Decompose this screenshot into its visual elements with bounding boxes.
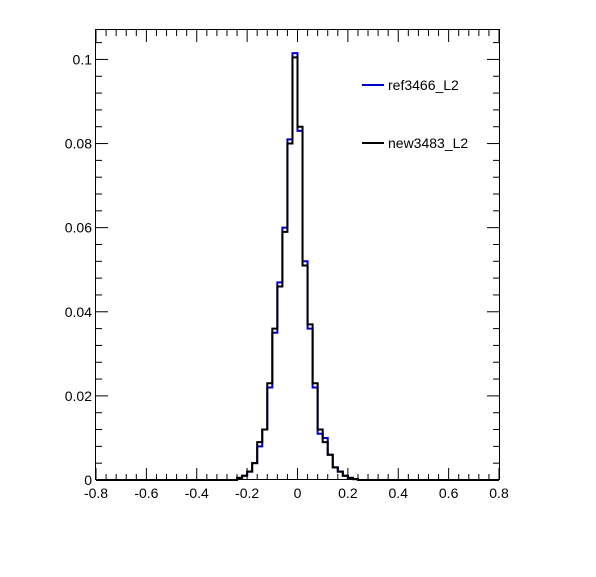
y-tick-label: 0.08 — [65, 136, 92, 152]
x-tick-label: -0.4 — [185, 485, 209, 501]
histogram-series-2 — [96, 56, 499, 481]
x-tick-label: -0.6 — [134, 485, 158, 501]
y-tick-label: 0.02 — [65, 388, 92, 404]
legend-box — [358, 62, 476, 167]
x-tick-label: 0 — [294, 485, 302, 501]
y-tick-label: 0.1 — [73, 51, 93, 67]
histogram-layer — [96, 52, 499, 481]
x-tick-label: -0.8 — [84, 485, 108, 501]
x-tick-label: 0.6 — [439, 485, 459, 501]
x-tick-label: -0.2 — [235, 485, 259, 501]
x-tick-label: 0.2 — [338, 485, 358, 501]
y-tick-label: 0.06 — [65, 220, 92, 236]
y-tick-label: 0 — [84, 472, 92, 488]
x-tick-label: 0.8 — [489, 485, 509, 501]
legend: ref3466_L2 new3483_L2 — [358, 62, 476, 167]
legend-label: new3483_L2 — [388, 135, 468, 151]
x-tick-label: 0.4 — [389, 485, 409, 501]
tick-labels-layer: -0.8 -0.6 -0.4 -0.2 0 0.2 0.4 0.6 0.8 0 0.02 0.04 0.… — [65, 51, 509, 501]
plot-frame — [95, 29, 500, 480]
y-tick-label: 0.04 — [65, 304, 92, 320]
legend-label: ref3466_L2 — [388, 77, 459, 93]
